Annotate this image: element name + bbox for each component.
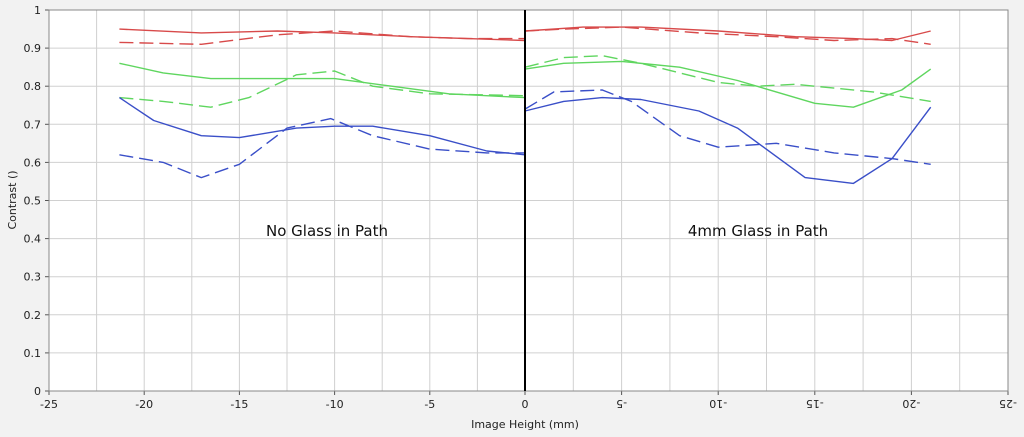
y-tick-label: 0.9 bbox=[24, 42, 42, 55]
y-tick-label: 0.6 bbox=[24, 156, 42, 169]
y-tick-label: 0.4 bbox=[24, 233, 42, 246]
series-line-panel1-5 bbox=[524, 89, 931, 165]
x-tick-label: -10 bbox=[709, 397, 727, 410]
y-tick-label: 1 bbox=[34, 4, 41, 17]
series-line-panel0-2 bbox=[119, 62, 526, 99]
annotation-left-panel: No Glass in Path bbox=[266, 222, 388, 240]
series-line-panel0-5 bbox=[119, 117, 525, 179]
x-tick-label: -25 bbox=[40, 398, 58, 411]
y-axis-label: Contrast () bbox=[6, 170, 19, 229]
series-line-panel0-4 bbox=[119, 97, 526, 156]
series-group bbox=[119, 26, 932, 185]
x-tick-label: -25 bbox=[999, 397, 1017, 410]
series-line-panel1-1 bbox=[524, 26, 931, 45]
x-tick-label: -15 bbox=[806, 397, 824, 410]
series-line-panel1-2 bbox=[524, 60, 932, 108]
series-line-panel0-1 bbox=[119, 30, 525, 45]
tick-labels: 0 0.1 0.2 0.3 0.4 0.5 0.6 0.7 0.8 0.9 1 -25 -20 -15 -1… bbox=[24, 4, 1017, 411]
y-tick-label: 0.1 bbox=[24, 347, 42, 360]
axes bbox=[45, 9, 1009, 395]
annotation-right-panel: 4mm Glass in Path bbox=[688, 222, 828, 240]
y-tick-label: 0.7 bbox=[24, 118, 42, 131]
series-line-panel1-0 bbox=[524, 26, 931, 42]
x-axis-label: Image Height (mm) bbox=[471, 418, 579, 431]
x-tick-label: -5 bbox=[424, 398, 435, 411]
plot-frame bbox=[48, 9, 1009, 392]
series-line-panel1-4 bbox=[524, 96, 932, 185]
x-tick-label: -15 bbox=[230, 398, 248, 411]
y-tick-label: 0.3 bbox=[24, 271, 42, 284]
y-tick-label: 0.8 bbox=[24, 80, 42, 93]
x-tick-label: -20 bbox=[135, 398, 153, 411]
y-tick-label: 0 bbox=[34, 385, 41, 398]
x-tick-label: -5 bbox=[616, 397, 627, 410]
x-tick-label: -10 bbox=[326, 398, 344, 411]
series-line-panel1-3 bbox=[524, 55, 931, 103]
y-tick-label: 0.2 bbox=[24, 309, 42, 322]
x-tick-label: 0 bbox=[522, 398, 529, 411]
x-tick-label: -20 bbox=[902, 397, 920, 410]
y-tick-label: 0.5 bbox=[24, 195, 42, 208]
series-line-panel0-3 bbox=[119, 70, 526, 108]
